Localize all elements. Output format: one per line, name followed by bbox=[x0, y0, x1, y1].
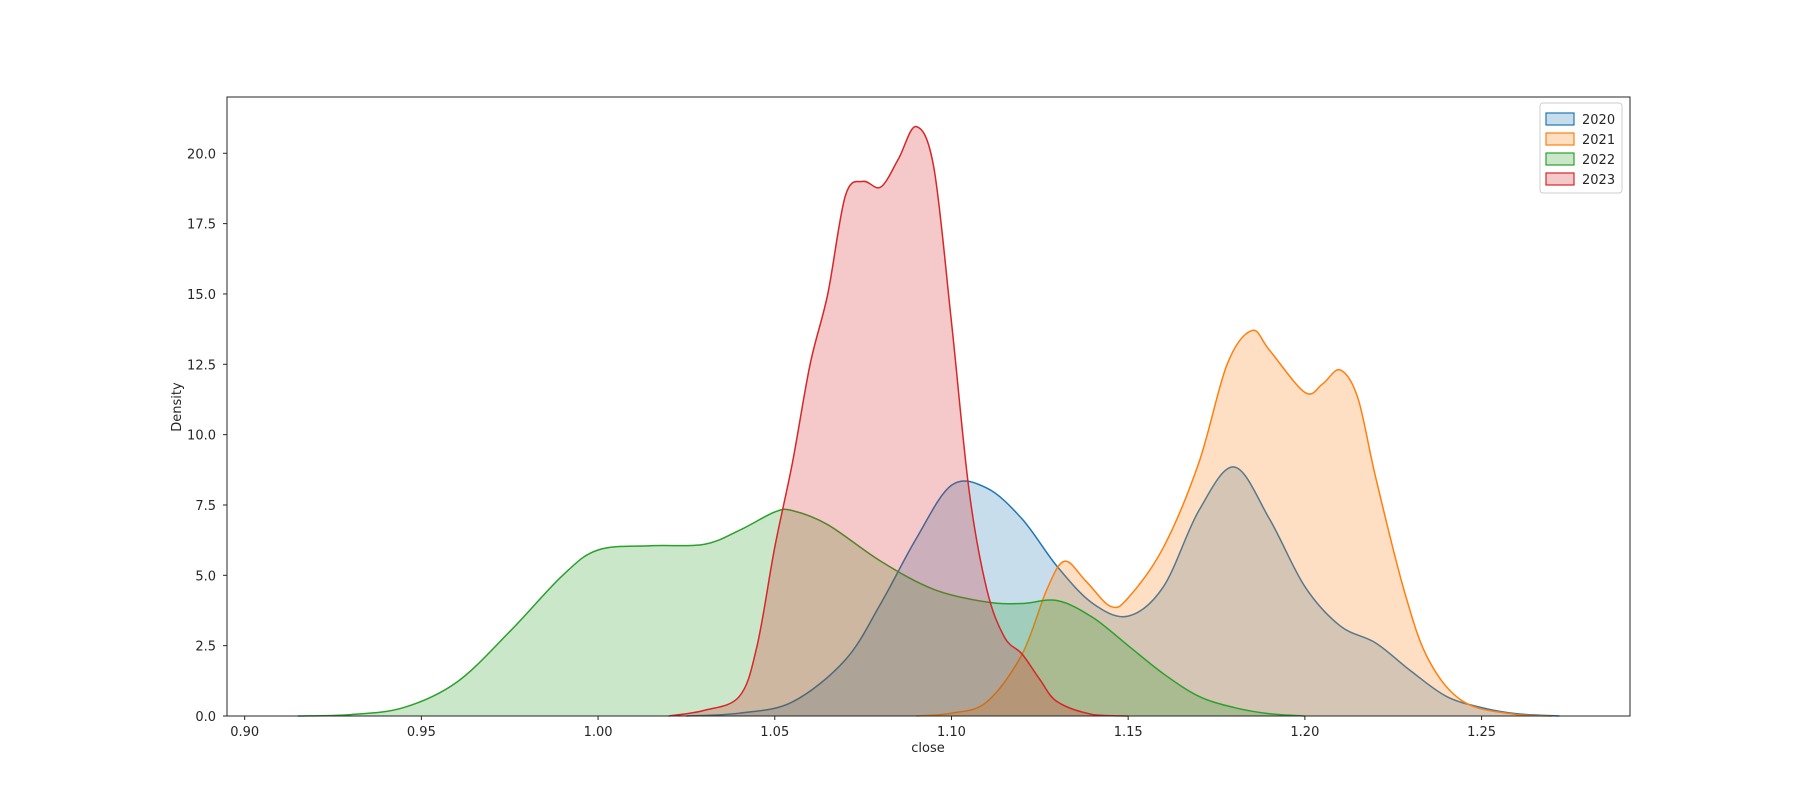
density-line-2022 bbox=[297, 508, 1305, 717]
x-tick-label: 1.10 bbox=[937, 725, 966, 740]
y-tick-label: 7.5 bbox=[195, 499, 216, 514]
density-series-layer bbox=[297, 125, 1560, 717]
y-tick-label: 0.0 bbox=[195, 710, 216, 725]
x-axis-ticks: 0.90 0.95 1.00 1.05 1.10 1.15 1.20 1.25 bbox=[230, 716, 1496, 740]
plot-frame bbox=[226, 96, 1631, 717]
legend-label-2020: 2020 bbox=[1582, 113, 1615, 128]
x-tick-label: 0.95 bbox=[407, 725, 436, 740]
legend-swatch-2023 bbox=[1545, 172, 1575, 186]
density-area-2022 bbox=[297, 509, 1305, 716]
x-tick-label: 0.90 bbox=[230, 725, 259, 740]
x-tick-label: 1.05 bbox=[760, 725, 789, 740]
legend-label-2021: 2021 bbox=[1582, 133, 1615, 148]
y-tick-label: 17.5 bbox=[187, 218, 216, 233]
y-tick-label: 2.5 bbox=[195, 640, 216, 655]
x-tick-label: 1.25 bbox=[1467, 725, 1496, 740]
x-axis-label: close bbox=[911, 741, 944, 756]
legend-swatch-2020 bbox=[1545, 112, 1575, 126]
density-area-2023 bbox=[668, 126, 1129, 716]
x-tick-label: 1.20 bbox=[1290, 725, 1319, 740]
y-tick-label: 5.0 bbox=[195, 569, 216, 584]
density-line-2020 bbox=[686, 466, 1560, 717]
density-line-2021 bbox=[916, 329, 1553, 717]
x-tick-label: 1.00 bbox=[584, 725, 613, 740]
x-tick-label: 1.15 bbox=[1114, 725, 1143, 740]
legend-label-2023: 2023 bbox=[1582, 173, 1615, 188]
legend-swatch-2022 bbox=[1545, 152, 1575, 166]
density-area-2021 bbox=[916, 330, 1553, 716]
legend-swatch-2021 bbox=[1545, 132, 1575, 146]
y-tick-label: 12.5 bbox=[187, 358, 216, 373]
y-tick-label: 10.0 bbox=[187, 429, 216, 444]
legend: 2020 2021 2022 2023 bbox=[1539, 102, 1623, 194]
legend-label-2022: 2022 bbox=[1582, 153, 1615, 168]
density-area-2020 bbox=[686, 466, 1560, 716]
y-axis-ticks: 0.0 2.5 5.0 7.5 10.0 12.5 15.0 17.5 20.0 bbox=[187, 147, 227, 725]
y-tick-label: 15.0 bbox=[187, 288, 216, 303]
density-line-2023 bbox=[668, 125, 1129, 717]
y-axis-label: Density bbox=[170, 382, 185, 432]
y-tick-label: 20.0 bbox=[187, 147, 216, 162]
